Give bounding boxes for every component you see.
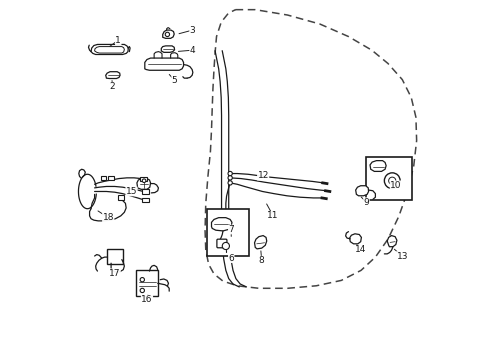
Polygon shape (161, 46, 174, 52)
Circle shape (222, 242, 229, 249)
Text: 12: 12 (257, 171, 268, 180)
Text: 11: 11 (267, 211, 278, 220)
FancyBboxPatch shape (118, 195, 124, 200)
Text: 6: 6 (228, 254, 234, 263)
Circle shape (140, 288, 144, 293)
Polygon shape (386, 235, 396, 247)
Polygon shape (105, 72, 120, 78)
Circle shape (227, 176, 232, 180)
Polygon shape (349, 234, 361, 244)
Text: 5: 5 (171, 76, 177, 85)
Circle shape (227, 171, 232, 176)
Polygon shape (137, 179, 150, 189)
Polygon shape (369, 161, 386, 171)
Circle shape (165, 32, 169, 37)
FancyBboxPatch shape (142, 189, 149, 194)
Polygon shape (211, 218, 231, 231)
FancyBboxPatch shape (140, 177, 147, 181)
Text: 17: 17 (109, 269, 120, 278)
Text: 14: 14 (355, 246, 366, 255)
Text: 13: 13 (396, 252, 407, 261)
Circle shape (384, 173, 399, 189)
Circle shape (227, 181, 232, 185)
Text: 16: 16 (141, 294, 152, 303)
Circle shape (388, 177, 395, 184)
Polygon shape (355, 186, 368, 196)
Polygon shape (163, 30, 174, 39)
FancyBboxPatch shape (142, 198, 149, 202)
Text: 18: 18 (102, 213, 114, 222)
FancyBboxPatch shape (206, 210, 249, 256)
Polygon shape (94, 46, 124, 53)
Text: 4: 4 (189, 46, 195, 55)
Text: 9: 9 (363, 198, 368, 207)
FancyBboxPatch shape (101, 176, 106, 180)
Text: 10: 10 (389, 181, 401, 190)
Circle shape (142, 179, 145, 183)
Text: 7: 7 (228, 225, 234, 234)
FancyBboxPatch shape (136, 270, 158, 296)
FancyBboxPatch shape (106, 249, 122, 264)
Polygon shape (254, 235, 266, 249)
Text: 8: 8 (258, 256, 264, 265)
Polygon shape (91, 44, 128, 54)
Text: 3: 3 (189, 26, 195, 35)
Text: 2: 2 (109, 82, 115, 91)
Polygon shape (144, 58, 183, 70)
FancyBboxPatch shape (108, 176, 114, 180)
FancyBboxPatch shape (366, 157, 411, 200)
FancyBboxPatch shape (217, 239, 226, 248)
Text: 1: 1 (115, 36, 121, 45)
Circle shape (140, 278, 144, 282)
Text: 15: 15 (125, 187, 137, 196)
